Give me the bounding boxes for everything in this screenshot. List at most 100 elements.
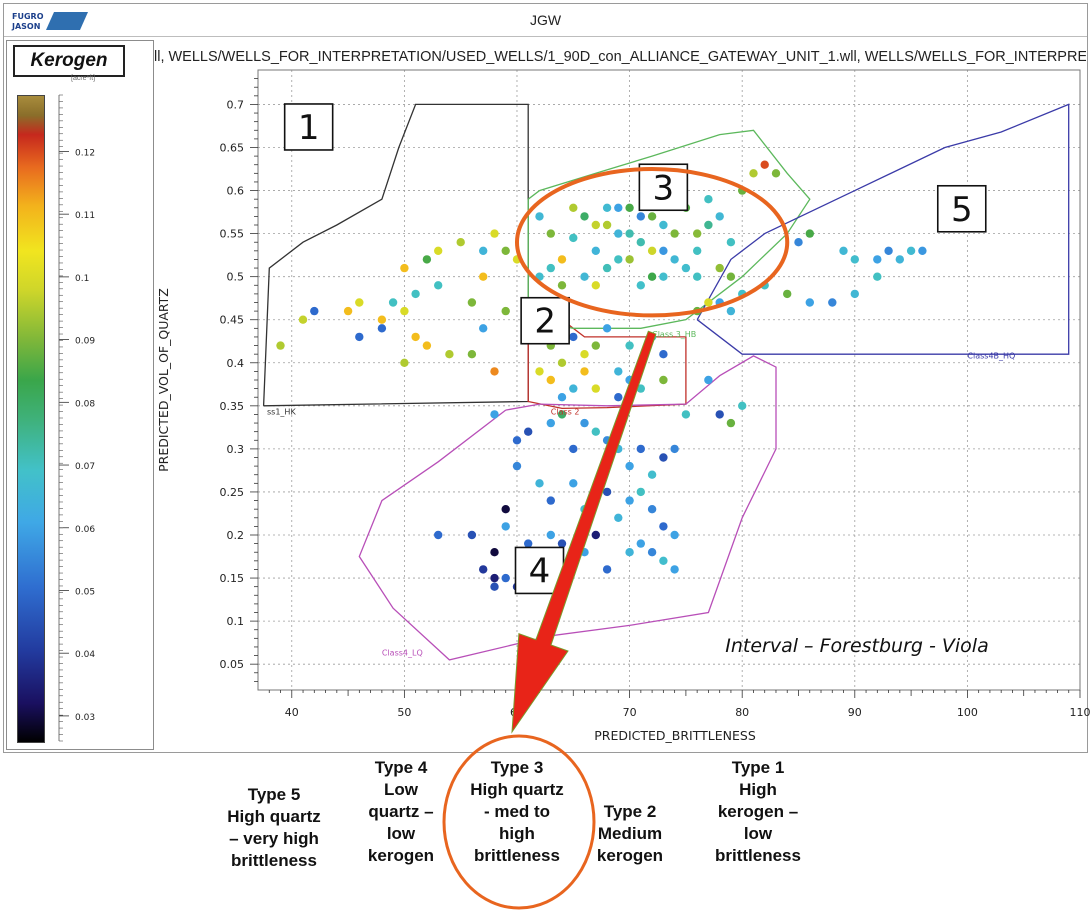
- data-point: [479, 565, 488, 574]
- data-point: [771, 169, 781, 178]
- y-tick-label: 0.65: [220, 142, 245, 155]
- caption-line: brittleness: [715, 846, 801, 865]
- data-point: [400, 306, 409, 316]
- data-point: [614, 393, 623, 402]
- data-point: [569, 479, 578, 488]
- data-point: [490, 410, 499, 419]
- y-tick-label: 0.25: [220, 486, 245, 499]
- caption-line: high: [499, 824, 535, 843]
- data-point: [602, 263, 612, 273]
- logo-text-line2: JASON: [11, 22, 40, 31]
- interval-annotation: Interval – Forestburg - Viola: [725, 635, 988, 657]
- data-point: [906, 246, 916, 255]
- data-point: [636, 281, 645, 290]
- data-point: [580, 212, 589, 221]
- data-point: [647, 212, 657, 221]
- data-point: [726, 306, 736, 316]
- class-name-label: Class 2: [551, 407, 580, 416]
- data-point: [557, 539, 567, 548]
- y-tick-label: 0.05: [220, 658, 245, 671]
- y-tick-label: 0.7: [227, 98, 245, 111]
- data-point: [377, 315, 387, 324]
- wells-header: ll, WELLS/WELLS_FOR_INTERPRETATION/USED_…: [154, 49, 1086, 65]
- data-point: [602, 565, 612, 574]
- data-point: [602, 324, 612, 333]
- data-point: [681, 263, 691, 273]
- legend-tick-label: 0.05: [75, 587, 95, 597]
- data-point: [693, 272, 702, 281]
- data-point: [614, 255, 623, 264]
- data-point: [895, 255, 904, 264]
- legend-tick-label: 0.12: [75, 148, 95, 158]
- data-point: [738, 401, 747, 410]
- data-point: [557, 410, 567, 419]
- caption-line: kerogen –: [717, 802, 799, 821]
- data-point: [456, 238, 465, 247]
- type-caption: Type 3 High quartz - med to high brittleness: [458, 757, 576, 867]
- data-point: [715, 212, 724, 221]
- data-point: [614, 513, 623, 522]
- data-point: [625, 461, 634, 471]
- legend-tick-label: 0.04: [75, 650, 95, 660]
- data-point: [298, 315, 308, 324]
- data-point: [434, 281, 443, 290]
- data-point: [647, 246, 657, 255]
- caption-line: – very high: [229, 829, 319, 848]
- data-point: [591, 530, 600, 540]
- data-point: [873, 272, 882, 281]
- type-caption: Type 4 Low quartz – low kerogen: [351, 757, 451, 867]
- class-name-label: ss1_HK: [267, 407, 296, 416]
- class-polygon-4: [358, 355, 777, 661]
- data-point: [276, 341, 285, 350]
- legend-tick-label: 0.1: [75, 274, 89, 284]
- data-point: [591, 384, 600, 393]
- data-point: [884, 246, 893, 255]
- data-point: [760, 160, 769, 169]
- caption-line: low: [386, 824, 416, 843]
- data-point: [569, 203, 578, 212]
- data-point: [704, 298, 713, 307]
- caption-line: Type 2: [603, 802, 657, 821]
- caption-line: Low: [384, 780, 418, 799]
- data-point: [659, 272, 668, 281]
- data-point: [490, 573, 499, 583]
- caption-line: kerogen: [367, 846, 435, 865]
- data-point: [422, 341, 432, 350]
- legend-tick-label: 0.09: [75, 337, 95, 347]
- data-point: [434, 530, 443, 540]
- red-arrow: [511, 330, 657, 734]
- plot-frame: [257, 69, 1081, 691]
- data-point: [490, 367, 499, 376]
- data-point: [546, 496, 555, 505]
- data-point: [647, 272, 657, 281]
- data-point: [715, 410, 724, 419]
- data-point: [715, 263, 724, 273]
- caption-line: High quartz: [227, 807, 321, 826]
- data-point: [501, 306, 510, 316]
- data-point: [805, 298, 814, 307]
- data-point: [918, 246, 927, 255]
- data-point: [411, 289, 420, 299]
- data-point: [850, 255, 859, 264]
- data-point: [546, 375, 555, 385]
- y-tick-label: 0.15: [220, 572, 245, 585]
- data-point: [501, 246, 510, 255]
- data-point: [422, 255, 432, 264]
- type3-highlight-ellipse: [442, 734, 596, 910]
- data-point: [546, 229, 555, 238]
- data-point: [355, 332, 364, 342]
- data-point: [636, 444, 645, 454]
- data-point: [636, 238, 645, 247]
- data-point: [591, 220, 600, 230]
- region-number: 5: [951, 190, 973, 230]
- x-tick-label: 90: [848, 706, 862, 719]
- data-point: [659, 350, 668, 359]
- legend-tick-label: 0.11: [75, 211, 95, 221]
- data-point: [400, 263, 409, 273]
- data-point: [704, 195, 713, 204]
- caption-line: brittleness: [231, 851, 317, 870]
- data-point: [670, 530, 679, 540]
- data-point: [659, 375, 668, 385]
- y-tick-label: 0.3: [227, 443, 245, 456]
